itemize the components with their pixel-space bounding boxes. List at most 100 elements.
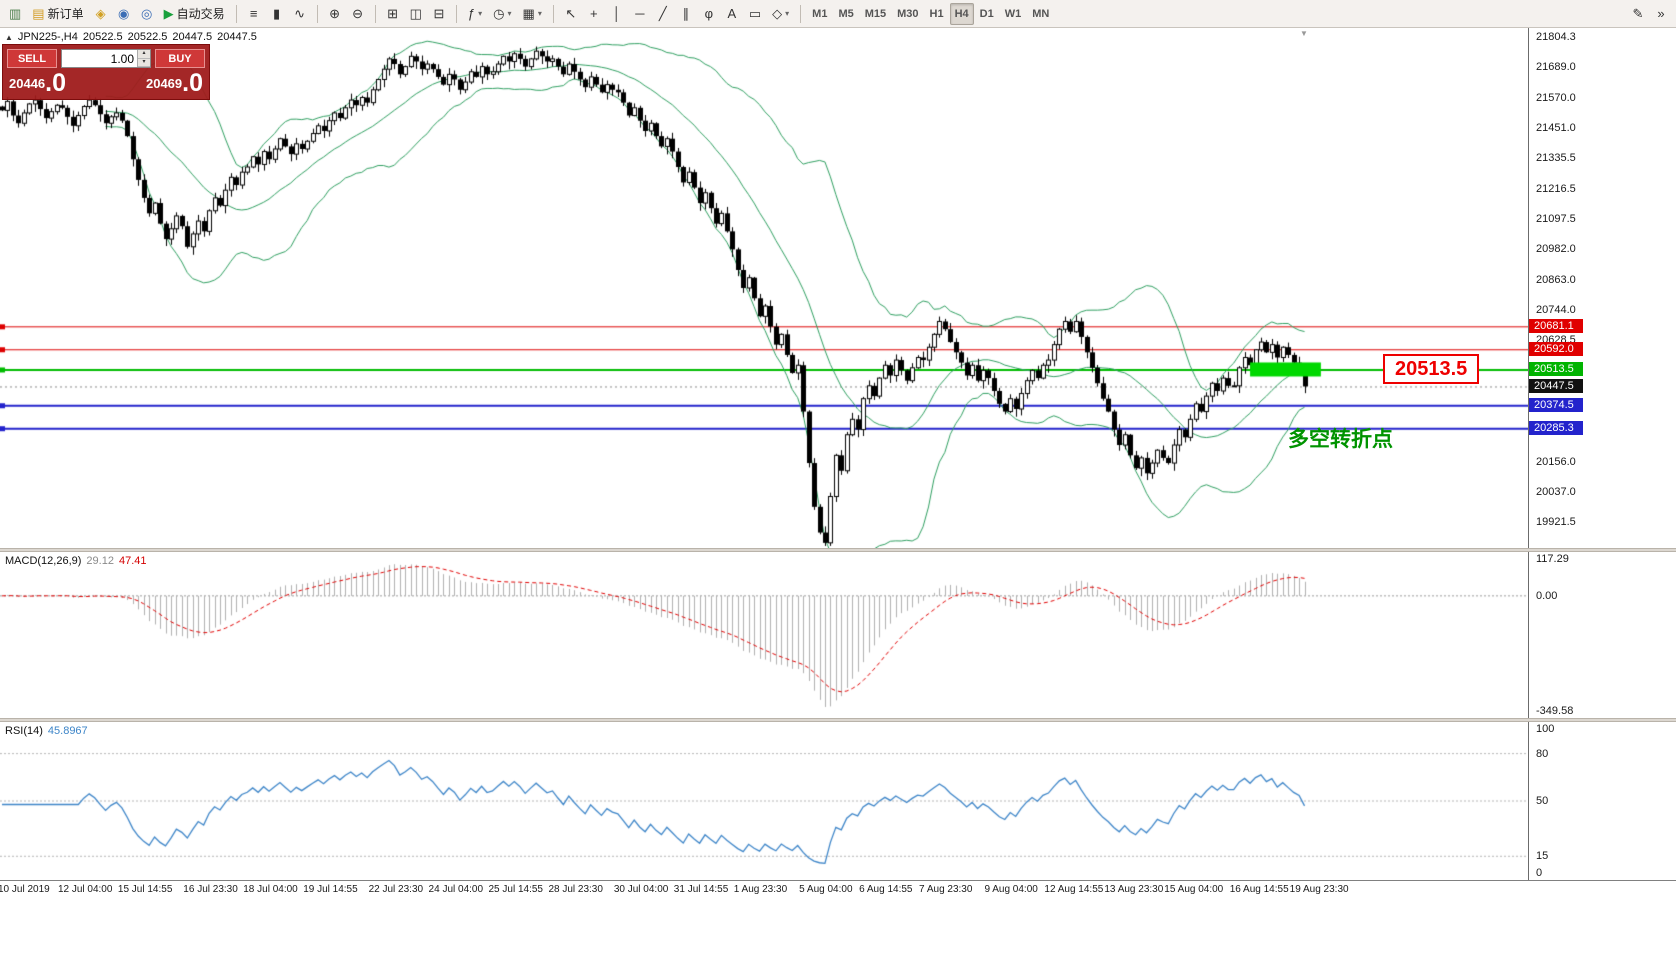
new-order-button[interactable]: ▤ 新订单 [27, 3, 88, 25]
timeline-label: 12 Aug 14:55 [1044, 884, 1104, 895]
toolbar: ▥ ▤ 新订单 ◈ ◉ ◎ ▶ 自动交易 ≡ ▮ ∿ ⊕ ⊖ ⊞ ◫ ⊟ ƒ ▾ ◷ ▾ ▦ ▾ ↖ + │ ─ ╱ ∥ φ A ▭ ◇ ▾ M1… [0, 0, 1676, 28]
macd-axis-label: 117.29 [1536, 553, 1569, 565]
fibonacci-tool-button[interactable]: φ [698, 3, 720, 25]
new-chart-button[interactable]: ▥ [4, 3, 26, 25]
price-axis-label: 20156.0 [1536, 455, 1576, 468]
templates-button-caret: ▾ [537, 9, 542, 18]
text-label-tool-button[interactable]: ▭ [744, 3, 766, 25]
timeframe-w1[interactable]: W1 [1000, 3, 1027, 25]
line-chart-button-icon: ∿ [294, 6, 306, 21]
macd-panel: MACD(12,26,9) 29.12 47.41 117.29 0.00 -349… [0, 552, 1676, 718]
price-tag: 20592.0 [1529, 342, 1583, 357]
timeframe-m5[interactable]: M5 [833, 3, 858, 25]
macd-plot[interactable]: MACD(12,26,9) 29.12 47.41 [0, 552, 1528, 718]
shapes-tool-button[interactable]: ◇ ▾ [767, 3, 794, 25]
timeline-label: 16 Aug 14:55 [1229, 884, 1289, 895]
one-click-trading-panel: SELL ▴ ▾ BUY 20446.0 20469.0 [2, 44, 210, 100]
templates-button[interactable]: ▦ ▾ [518, 3, 547, 25]
panel-separator-macd[interactable] [0, 548, 1676, 552]
text-tool-button[interactable]: A [721, 3, 743, 25]
tile-horizontal-button[interactable]: ⊟ [428, 3, 450, 25]
timeline-label: 12 Jul 04:00 [57, 884, 113, 895]
price-tag: 20285.3 [1529, 421, 1583, 436]
annotation-text[interactable]: 多空转折点 [1288, 428, 1393, 452]
channel-tool-button[interactable]: ∥ [675, 3, 697, 25]
timeframe-m5-label: M5 [838, 7, 854, 20]
timeframe-h1[interactable]: H1 [925, 3, 949, 25]
timeline-label: 15 Aug 04:00 [1164, 884, 1224, 895]
edit-toolbar-button[interactable]: ✎ [1627, 3, 1649, 25]
timeline-label: 6 Aug 14:55 [859, 884, 913, 895]
chart-collapse-icon[interactable]: ▲ [5, 32, 13, 42]
horizontal-line-tool-button[interactable]: ─ [629, 3, 651, 25]
timeframe-mn[interactable]: MN [1027, 3, 1054, 25]
price-axis-label: 20037.0 [1536, 486, 1576, 499]
rsi-axis[interactable]: 100 80 50 15 0 [1528, 722, 1676, 880]
data-window-button[interactable]: ◉ [113, 3, 135, 25]
toolbar-overflow-button[interactable]: » [1650, 3, 1672, 25]
volume-stepper[interactable]: ▴ ▾ [61, 49, 151, 68]
sell-button[interactable]: SELL [7, 49, 57, 68]
rsi-canvas[interactable] [0, 722, 1528, 880]
timeline-label: 9 Aug 04:00 [984, 884, 1038, 895]
line-chart-button[interactable]: ∿ [289, 3, 311, 25]
timeline-label: 19 Jul 14:55 [303, 884, 358, 895]
panel-separator-rsi[interactable] [0, 718, 1676, 722]
price-chart-canvas[interactable] [0, 28, 1528, 548]
chart-open-value: 20522.5 [82, 31, 123, 43]
sound-button-icon: ◎ [140, 6, 153, 21]
cursor-tool-button[interactable]: ↖ [560, 3, 582, 25]
timeframe-m15[interactable]: M15 [860, 3, 891, 25]
market-watch-button-icon: ◈ [95, 6, 106, 21]
indicators-button[interactable]: ƒ ▾ [463, 3, 487, 25]
chart-shift-marker[interactable]: ▼ [1300, 29, 1308, 38]
timeframe-m1[interactable]: M1 [807, 3, 832, 25]
tile-windows-button[interactable]: ⊞ [382, 3, 404, 25]
crosshair-tool-button[interactable]: + [583, 3, 605, 25]
candlestick-chart-button[interactable]: ▮ [266, 3, 288, 25]
trendline-tool-button[interactable]: ╱ [652, 3, 674, 25]
main-chart-plot[interactable]: ▲ JPN225-,H4 20522.5 20522.5 20447.5 204… [0, 28, 1528, 548]
data-window-button-icon: ◉ [117, 6, 130, 21]
timeframe-h4[interactable]: H4 [949, 2, 974, 25]
pivot-price-label[interactable]: 20513.5 [1383, 354, 1480, 385]
tile-windows-button-icon: ⊞ [387, 6, 399, 21]
toolbar-overflow-button-icon: » [1657, 6, 1665, 21]
ask-price-pips: .0 [182, 69, 203, 97]
volume-input[interactable] [62, 50, 137, 67]
market-watch-button[interactable]: ◈ [90, 3, 112, 25]
macd-signal-value: 47.41 [118, 555, 147, 567]
zoom-out-button[interactable]: ⊖ [347, 3, 369, 25]
timeframe-h4-label: H4 [954, 7, 969, 20]
rsi-label: RSI(14) 45.8967 [5, 725, 88, 737]
periods-button[interactable]: ◷ ▾ [488, 3, 516, 25]
autotrading-button[interactable]: ▶ 自动交易 [159, 3, 230, 25]
macd-canvas[interactable] [0, 552, 1528, 718]
bar-chart-button[interactable]: ≡ [243, 3, 265, 25]
buy-button[interactable]: BUY [155, 49, 205, 68]
volume-down-button[interactable]: ▾ [138, 58, 150, 67]
timeline-label: 19 Aug 23:30 [1289, 884, 1349, 895]
timeframe-d1[interactable]: D1 [975, 3, 999, 25]
rsi-axis-label: 0 [1536, 867, 1543, 879]
toolbar-separator [374, 4, 376, 23]
vertical-line-tool-button[interactable]: │ [606, 3, 628, 25]
crosshair-tool-button-icon: + [590, 6, 598, 21]
timeline-label: 28 Jul 23:30 [548, 884, 603, 895]
zoom-in-button[interactable]: ⊕ [324, 3, 346, 25]
volume-up-button[interactable]: ▴ [138, 50, 150, 59]
text-label-tool-button-icon: ▭ [748, 6, 762, 21]
timeframe-m30[interactable]: M30 [892, 3, 923, 25]
rsi-plot[interactable]: RSI(14) 45.8967 [0, 722, 1528, 880]
timeline-label: 18 Jul 04:00 [243, 884, 298, 895]
sound-button[interactable]: ◎ [136, 3, 158, 25]
rsi-axis-label: 100 [1536, 723, 1555, 735]
price-axis-label: 19921.5 [1536, 515, 1576, 528]
timeline-label: 5 Aug 04:00 [799, 884, 853, 895]
tile-vertical-button[interactable]: ◫ [405, 3, 427, 25]
templates-button-icon: ▦ [522, 6, 535, 21]
timeline[interactable]: 10 Jul 2019 12 Jul 04:00 15 Jul 14:55 16 Ju… [0, 880, 1676, 898]
macd-axis[interactable]: 117.29 0.00 -349.58 [1528, 552, 1676, 718]
rsi-axis-label: 80 [1536, 747, 1549, 760]
main-price-axis[interactable]: 21804.3 21689.0 21570.0 21451.0 21335.5 21216… [1528, 28, 1676, 548]
